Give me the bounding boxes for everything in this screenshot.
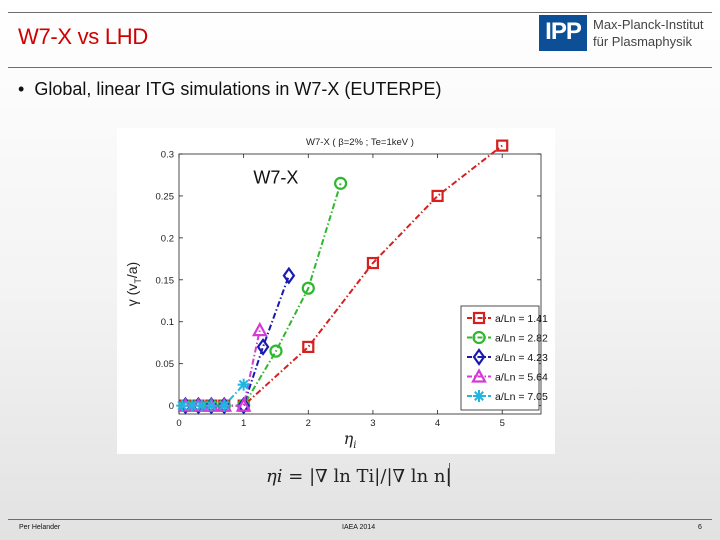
y-axis-label: γ (vT/a) xyxy=(124,262,143,306)
data-point-series-3 xyxy=(256,338,270,356)
footer-rule xyxy=(8,519,712,520)
data-point-series-5 xyxy=(186,400,197,411)
institute-name-line1: Max-Planck-Institut xyxy=(593,17,704,32)
data-point-series-2 xyxy=(301,281,315,295)
data-point-series-5 xyxy=(219,400,230,411)
data-point-series-1 xyxy=(431,189,444,203)
legend-label-5: a/Ln = 7.05 xyxy=(495,391,548,403)
legend-marker-5 xyxy=(474,391,484,401)
growth-rate-chart-svg: W7-X ( β=2% ; Te=1keV ) 0 1 2 3 4 5 0 0.05 0.1 0.1… xyxy=(124,137,548,451)
legend-label-2: a/Ln = 2.82 xyxy=(495,333,548,345)
y-tick-label: 0.25 xyxy=(156,191,175,202)
formula-slash: / xyxy=(380,466,387,487)
formula-divider xyxy=(449,463,450,487)
legend-marker-4 xyxy=(471,368,487,383)
y-tick-label: 0 xyxy=(169,401,174,412)
y-tick-label: 0.15 xyxy=(156,275,175,286)
data-point-series-5 xyxy=(177,400,188,411)
data-point-series-4 xyxy=(251,321,268,337)
header-rule xyxy=(8,67,712,68)
x-tick-label: 1 xyxy=(241,418,246,429)
legend-label-4: a/Ln = 5.64 xyxy=(495,372,548,384)
x-tick-label: 2 xyxy=(306,418,311,429)
growth-rate-plot: W7-X ( β=2% ; Te=1keV ) 0 1 2 3 4 5 0 0.05 0.1 0.1… xyxy=(117,128,555,454)
data-point-series-5 xyxy=(238,379,249,390)
data-point-series-2 xyxy=(269,344,283,358)
ipp-logo-text: IPP xyxy=(545,18,582,45)
formula-denominator: |∇ ln n| xyxy=(386,466,452,487)
y-tick-label: 0.2 xyxy=(161,233,174,244)
slide-title: W7-X vs LHD xyxy=(18,24,148,49)
x-tick-label: 5 xyxy=(500,418,505,429)
footer-page-number: 6 xyxy=(698,524,702,531)
formula-equals: = xyxy=(288,466,304,487)
eta-definition-formula: ηi = |∇ ln Ti|/|∇ ln n| xyxy=(266,466,452,487)
bullet-text: Global, linear ITG simulations in W7-X (… xyxy=(34,79,442,99)
institute-name-line2: für Plasmaphysik xyxy=(593,34,692,49)
bullet-point: • Global, linear ITG simulations in W7-X… xyxy=(18,79,441,100)
y-tick-label: 0.3 xyxy=(161,150,174,161)
legend-label-1: a/Ln = 1.41 xyxy=(495,313,548,325)
chart-annotation: W7-X xyxy=(253,167,298,187)
legend-marker-3 xyxy=(472,348,486,366)
formula-lhs: ηi xyxy=(266,466,283,487)
chart-title: W7-X ( β=2% ; Te=1keV ) xyxy=(306,137,414,148)
x-tick-label: 3 xyxy=(370,418,375,429)
legend-label-3: a/Ln = 4.23 xyxy=(495,352,548,364)
data-point-series-3 xyxy=(282,266,296,285)
institute-name: Max-Planck-Institut für Plasmaphysik xyxy=(593,16,704,50)
data-point-series-4 xyxy=(235,397,252,412)
y-tick-label: 0.1 xyxy=(161,317,174,328)
formula-numerator: |∇ ln Ti| xyxy=(309,466,381,487)
footer-author: Per Helander xyxy=(19,524,61,531)
ipp-logo: IPP xyxy=(539,15,587,51)
legend-marker-2 xyxy=(472,330,486,345)
x-tick-label: 4 xyxy=(435,418,440,429)
bullet-marker: • xyxy=(18,79,25,99)
x-tick-label: 0 xyxy=(176,418,181,429)
data-point-series-5 xyxy=(206,400,217,411)
data-point-series-5 xyxy=(196,400,207,411)
data-point-series-2 xyxy=(334,176,348,190)
y-tick-label: 0.05 xyxy=(156,359,175,370)
data-point-series-3 xyxy=(237,396,250,415)
data-point-series-1 xyxy=(496,139,509,152)
legend-marker-1 xyxy=(472,311,486,325)
top-rule xyxy=(8,12,712,13)
footer-conference: IAEA 2014 xyxy=(342,524,376,531)
data-point-series-1 xyxy=(302,340,315,354)
data-point-series-1 xyxy=(366,256,380,270)
x-axis-label: ηi xyxy=(344,429,357,451)
